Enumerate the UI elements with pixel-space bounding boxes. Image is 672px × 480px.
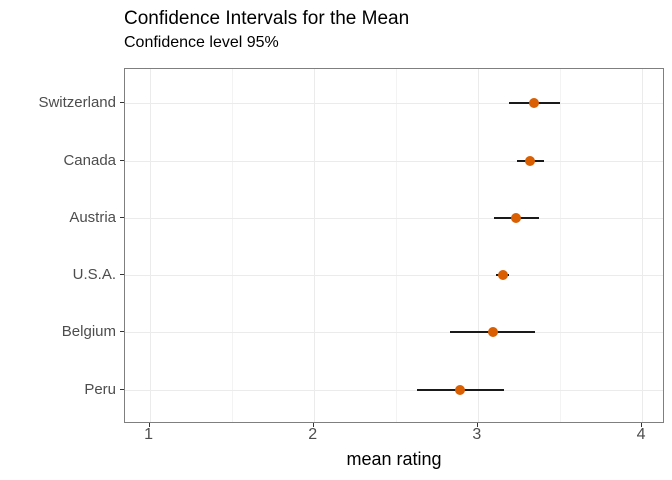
mean-point [497, 270, 508, 281]
x-tick-mark [641, 423, 643, 427]
minor-gridline [395, 69, 397, 422]
row-gridline [125, 275, 663, 277]
y-tick-mark [120, 388, 124, 390]
minor-gridline [559, 69, 561, 422]
major-gridline [313, 69, 315, 422]
mean-point [454, 384, 465, 395]
y-tick-label: Switzerland [38, 94, 116, 112]
mean-point [528, 98, 539, 109]
x-tick-label: 3 [472, 426, 482, 443]
y-tick-label: Belgium [61, 323, 116, 341]
row-gridline [125, 160, 663, 162]
chart-title: Confidence Intervals for the Mean [124, 8, 410, 29]
y-tick-mark [120, 331, 124, 333]
y-tick-label: Peru [84, 380, 116, 398]
major-gridline [149, 69, 151, 422]
x-axis-title: mean rating [346, 449, 442, 469]
y-tick-mark [120, 159, 124, 161]
minor-gridline [231, 69, 233, 422]
x-tick-mark [312, 423, 314, 427]
x-tick-label: 2 [308, 426, 318, 443]
chart-subtitle: Confidence level 95% [124, 34, 279, 51]
row-gridline [125, 103, 663, 105]
y-tick-mark [120, 274, 124, 276]
major-gridline [477, 69, 479, 422]
x-tick-mark [148, 423, 150, 427]
row-gridline [125, 389, 663, 391]
x-tick-mark [476, 423, 478, 427]
x-tick-label: 1 [144, 426, 154, 443]
y-tick-label: Austria [69, 208, 116, 226]
row-gridline [125, 217, 663, 219]
y-tick-label: U.S.A. [72, 266, 116, 284]
mean-point [510, 212, 521, 223]
plot-panel [124, 68, 664, 423]
y-tick-mark [120, 216, 124, 218]
x-tick-label: 4 [636, 426, 646, 443]
mean-point [487, 327, 498, 338]
y-tick-label: Canada [63, 151, 116, 169]
row-gridline [125, 332, 663, 334]
mean-point [525, 155, 536, 166]
major-gridline [642, 69, 644, 422]
y-tick-mark [120, 102, 124, 104]
